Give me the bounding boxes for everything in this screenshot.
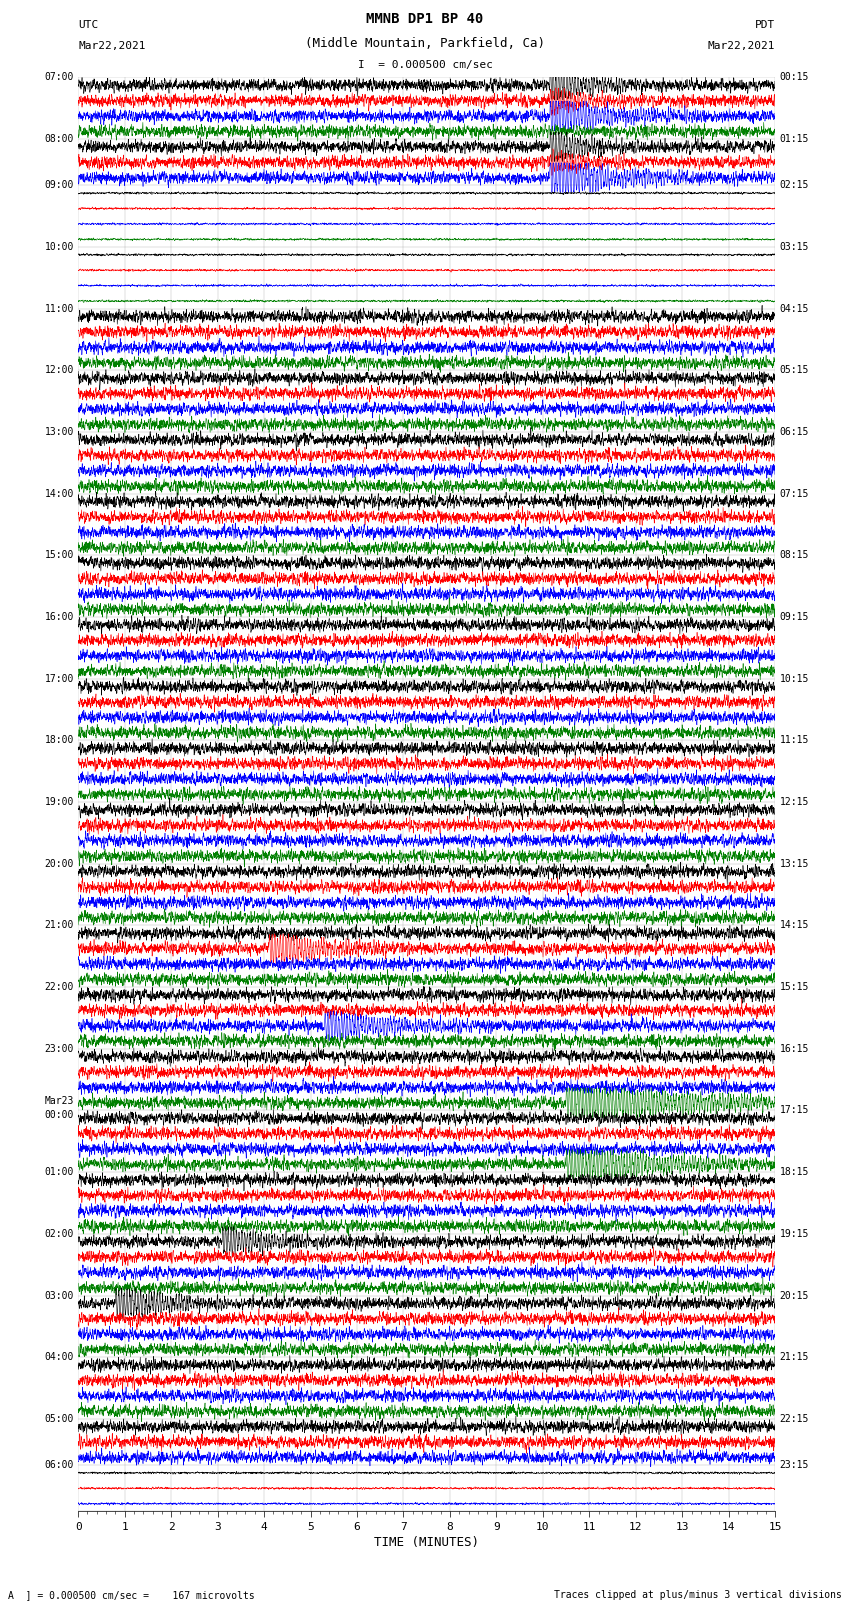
- Text: 17:00: 17:00: [44, 674, 74, 684]
- Text: 00:15: 00:15: [779, 73, 809, 82]
- Text: 12:15: 12:15: [779, 797, 809, 806]
- Text: 21:00: 21:00: [44, 921, 74, 931]
- Text: 10:00: 10:00: [44, 242, 74, 252]
- Text: 15:00: 15:00: [44, 550, 74, 560]
- Text: 23:00: 23:00: [44, 1044, 74, 1053]
- Text: 21:15: 21:15: [779, 1352, 809, 1363]
- Text: 09:00: 09:00: [44, 181, 74, 190]
- Text: 07:15: 07:15: [779, 489, 809, 498]
- Text: 11:15: 11:15: [779, 736, 809, 745]
- Text: 18:00: 18:00: [44, 736, 74, 745]
- Text: Mar22,2021: Mar22,2021: [78, 40, 145, 50]
- Text: 14:15: 14:15: [779, 921, 809, 931]
- Text: Mar23: Mar23: [44, 1095, 74, 1105]
- Text: 23:15: 23:15: [779, 1460, 809, 1469]
- Text: 20:15: 20:15: [779, 1290, 809, 1300]
- Text: 13:15: 13:15: [779, 858, 809, 869]
- Text: 16:15: 16:15: [779, 1044, 809, 1053]
- Text: 19:00: 19:00: [44, 797, 74, 806]
- Text: 03:15: 03:15: [779, 242, 809, 252]
- Text: 10:15: 10:15: [779, 674, 809, 684]
- Text: MMNB DP1 BP 40: MMNB DP1 BP 40: [366, 11, 484, 26]
- Text: 04:00: 04:00: [44, 1352, 74, 1363]
- Text: UTC: UTC: [78, 19, 99, 29]
- Text: 22:00: 22:00: [44, 982, 74, 992]
- Text: 13:00: 13:00: [44, 427, 74, 437]
- Text: 16:00: 16:00: [44, 611, 74, 623]
- Text: 07:00: 07:00: [44, 73, 74, 82]
- Text: 02:15: 02:15: [779, 181, 809, 190]
- Text: 09:15: 09:15: [779, 611, 809, 623]
- Text: 05:15: 05:15: [779, 366, 809, 376]
- Text: 11:00: 11:00: [44, 303, 74, 313]
- Text: 12:00: 12:00: [44, 366, 74, 376]
- Text: 02:00: 02:00: [44, 1229, 74, 1239]
- Text: 08:15: 08:15: [779, 550, 809, 560]
- Text: A  ] = 0.000500 cm/sec =    167 microvolts: A ] = 0.000500 cm/sec = 167 microvolts: [8, 1590, 255, 1600]
- Text: 04:15: 04:15: [779, 303, 809, 313]
- Text: 22:15: 22:15: [779, 1415, 809, 1424]
- Text: 05:00: 05:00: [44, 1415, 74, 1424]
- Text: 17:15: 17:15: [779, 1105, 809, 1116]
- Text: I  = 0.000500 cm/sec: I = 0.000500 cm/sec: [358, 60, 492, 69]
- Text: 06:15: 06:15: [779, 427, 809, 437]
- Text: 06:00: 06:00: [44, 1460, 74, 1469]
- Text: 15:15: 15:15: [779, 982, 809, 992]
- Text: 03:00: 03:00: [44, 1290, 74, 1300]
- Text: 01:15: 01:15: [779, 134, 809, 144]
- X-axis label: TIME (MINUTES): TIME (MINUTES): [374, 1536, 479, 1548]
- Text: PDT: PDT: [755, 19, 775, 29]
- Text: 19:15: 19:15: [779, 1229, 809, 1239]
- Text: 01:00: 01:00: [44, 1168, 74, 1177]
- Text: 00:00: 00:00: [44, 1110, 74, 1121]
- Text: 14:00: 14:00: [44, 489, 74, 498]
- Text: 08:00: 08:00: [44, 134, 74, 144]
- Text: 18:15: 18:15: [779, 1168, 809, 1177]
- Text: (Middle Mountain, Parkfield, Ca): (Middle Mountain, Parkfield, Ca): [305, 37, 545, 50]
- Text: Traces clipped at plus/minus 3 vertical divisions: Traces clipped at plus/minus 3 vertical …: [553, 1590, 842, 1600]
- Text: Mar22,2021: Mar22,2021: [708, 40, 775, 50]
- Text: 20:00: 20:00: [44, 858, 74, 869]
